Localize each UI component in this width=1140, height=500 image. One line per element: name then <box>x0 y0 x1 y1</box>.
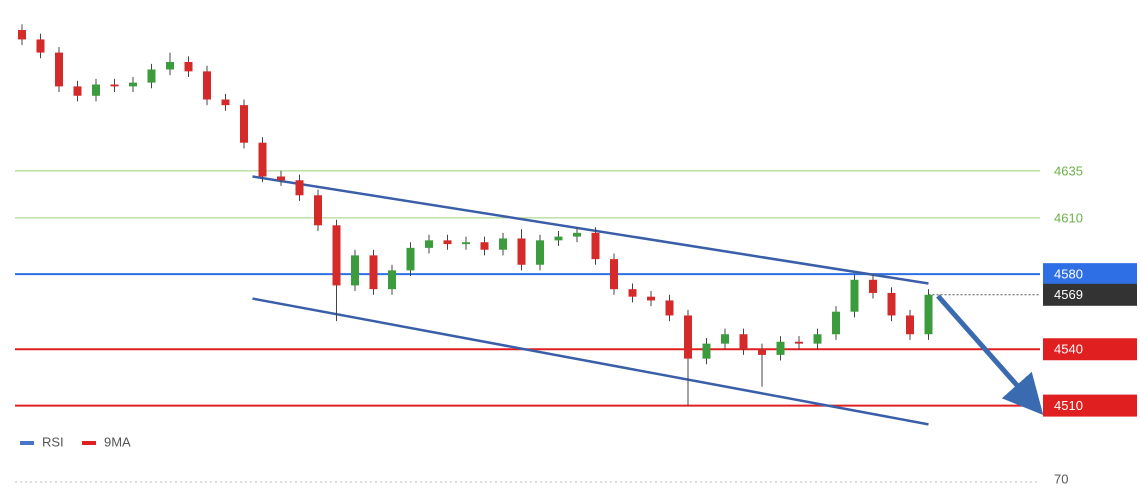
candle-body <box>906 315 914 335</box>
candle-body <box>887 292 896 316</box>
candle-body <box>832 311 840 335</box>
candle-body <box>499 238 507 250</box>
legend-label: 9MA <box>104 434 131 449</box>
last-price-label: 4569 <box>1054 287 1083 302</box>
candle-body <box>351 255 359 286</box>
candle-body <box>924 294 933 335</box>
candle-body <box>795 341 803 344</box>
last-price-box <box>1043 283 1137 306</box>
candle-body <box>610 259 618 290</box>
rsi-tick-label: 70 <box>1054 471 1068 486</box>
candle-body <box>684 315 692 359</box>
candle-body <box>295 180 304 196</box>
candle-body <box>739 334 748 350</box>
legend-label: RSI <box>42 434 64 449</box>
candle-body <box>536 240 544 265</box>
candle-body <box>73 86 82 96</box>
level-label: 4510 <box>1054 398 1083 413</box>
candle-body <box>443 240 452 245</box>
candle-body <box>184 61 193 72</box>
candle-body <box>628 289 637 297</box>
candle-body <box>314 195 322 226</box>
candle-body <box>406 247 415 271</box>
forecast-arrow <box>936 294 1044 415</box>
candle-body <box>869 279 877 293</box>
level-label: 4635 <box>1054 163 1083 178</box>
candle-body <box>277 176 285 181</box>
candle-body <box>18 30 26 40</box>
trendline <box>252 175 929 285</box>
level-label-box <box>1043 263 1137 286</box>
candle-body <box>258 142 267 177</box>
level-label: 4540 <box>1054 342 1083 357</box>
candle-body <box>92 84 100 96</box>
candle-body <box>573 232 581 237</box>
candle-body <box>129 82 137 87</box>
candle-body <box>110 84 119 87</box>
candle-body <box>166 61 174 70</box>
candle-body <box>332 225 341 286</box>
legend-swatch <box>82 441 96 445</box>
candle-body <box>850 279 859 312</box>
candle-body <box>388 270 396 290</box>
level-label: 4580 <box>1054 267 1083 282</box>
candle-body <box>554 236 563 241</box>
candle-body <box>203 71 211 100</box>
candle-body <box>647 296 655 301</box>
candle-body <box>240 105 248 143</box>
candle-body <box>813 334 822 344</box>
candle-body <box>758 349 766 355</box>
candle-body <box>462 242 470 245</box>
candle-body <box>36 39 45 53</box>
candle-body <box>665 300 674 316</box>
level-label-box <box>1043 394 1137 417</box>
candle-body <box>721 334 729 344</box>
candle-body <box>702 343 711 359</box>
candle-body <box>425 240 433 248</box>
candle-body <box>480 242 489 250</box>
candle-body <box>591 232 600 260</box>
candle-body <box>369 255 378 290</box>
level-label: 4610 <box>1054 210 1083 225</box>
candle-body <box>55 52 63 87</box>
candle-body <box>517 238 526 265</box>
candle-body <box>147 69 156 83</box>
level-label-box <box>1043 338 1137 361</box>
legend-swatch <box>20 441 34 445</box>
candle-body <box>221 99 230 106</box>
candle-body <box>776 341 785 355</box>
trendline <box>252 297 929 426</box>
